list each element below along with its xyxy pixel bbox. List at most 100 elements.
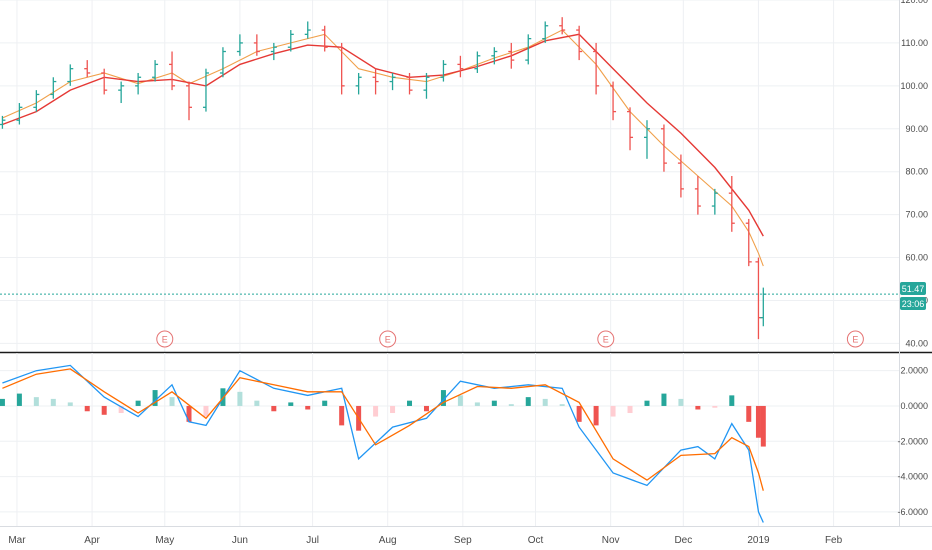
price-tick-label: 110.00: [901, 38, 928, 48]
macd-histogram-bar: [440, 390, 446, 406]
ohlc-bar: [372, 68, 379, 95]
macd-histogram-bar: [474, 402, 480, 406]
macd-histogram-bar: [755, 405, 761, 438]
macd-histogram-bar: [712, 405, 718, 408]
macd-histogram-bar: [152, 390, 158, 406]
ohlc-bar: [321, 25, 328, 52]
ohlc-bar: [169, 51, 176, 91]
time-tick-label: 2019: [747, 535, 770, 546]
macd-histogram-bar: [67, 402, 73, 406]
macd-tick-label: -4.0000: [897, 472, 928, 482]
macd-histogram-bar: [542, 398, 548, 406]
macd-histogram-bar: [407, 400, 413, 406]
macd-histogram-bar: [695, 405, 701, 410]
macd-histogram-bar: [203, 405, 209, 417]
ohlc-bar: [677, 154, 684, 198]
macd-histogram-bar: [729, 395, 735, 406]
ohlc-bar: [542, 21, 549, 43]
ohlc-bar: [118, 81, 125, 104]
macd-lines: [2, 364, 764, 523]
ohlc-bar: [186, 81, 193, 121]
macd-histogram-bar: [271, 405, 277, 412]
time-tick-label: Feb: [825, 535, 843, 546]
macd-histogram-bar: [760, 405, 766, 447]
macd-axis[interactable]: 2.0000 0.0000 -2.0000 -4.0000 -6.0000: [897, 366, 928, 517]
ohlc-bar: [525, 34, 532, 65]
price-tick-label: 90.00: [905, 124, 928, 134]
price-tick-label: 80.00: [905, 167, 928, 177]
macd-histogram-bar: [288, 402, 294, 406]
price-tick-label: 70.00: [905, 210, 928, 220]
ohlc-bar: [508, 42, 515, 69]
ohlc-bar: [593, 42, 600, 95]
price-tick-label: 40.00: [905, 338, 928, 348]
ohlc-bar: [84, 60, 91, 78]
countdown-badge-bg: [900, 297, 926, 310]
earnings-marker: E: [597, 330, 615, 348]
ohlc-bar: [610, 81, 617, 121]
last-price-badge-bg: [900, 282, 926, 295]
earnings-marker-label: E: [603, 335, 609, 345]
ohlc-bar: [0, 115, 6, 129]
earnings-marker-label: E: [385, 335, 391, 345]
ohlc-bar: [270, 42, 277, 61]
time-tick-label: May: [155, 535, 174, 546]
macd-histogram-bar: [33, 397, 39, 406]
time-tick-label: Oct: [528, 535, 544, 546]
macd-histogram-bar: [16, 393, 22, 406]
ohlc-bar: [50, 77, 57, 99]
ohlc-bar: [423, 72, 430, 99]
ohlc-bar: [457, 55, 464, 78]
ohlc-bar: [287, 30, 294, 52]
ohlc-bar: [33, 90, 40, 112]
ohlc-bar: [660, 124, 667, 172]
ohlc-bar: [202, 68, 209, 112]
last-price-badge: 51.47 23:06: [900, 282, 926, 310]
last-price-value: 51.47: [902, 284, 925, 294]
price-tick-label: 100.00: [900, 81, 928, 91]
ohlc-bar: [474, 51, 481, 73]
macd-panel[interactable]: [0, 353, 899, 526]
ohlc-bar: [355, 72, 362, 95]
macd-histogram-bar: [576, 405, 582, 422]
ohlc-bar: [745, 218, 752, 267]
macd-tick-label: 2.0000: [900, 366, 928, 376]
macd-histogram-bar: [50, 398, 56, 406]
macd-histogram-bar: [678, 398, 684, 406]
macd-tick-label: -6.0000: [897, 507, 928, 517]
macd-grid: [0, 353, 899, 526]
macd-histogram-bar: [661, 393, 667, 406]
ohlc-bar: [728, 176, 735, 232]
ohlc-bar: [152, 60, 159, 82]
macd-histogram-bar: [322, 400, 328, 406]
time-axis[interactable]: Mar Apr May Jun Jul Aug Sep Oct Nov Dec 2019 Feb: [8, 535, 842, 546]
macd-histogram-bar: [390, 405, 396, 414]
macd-histogram-bar: [135, 400, 141, 406]
ohlc-bar: [101, 68, 108, 95]
macd-histogram-bar: [186, 405, 192, 422]
macd-histogram-bar: [491, 400, 497, 406]
ohlc-bar: [491, 47, 498, 65]
macd-histogram-bar: [84, 405, 90, 412]
ohlc-bar: [711, 188, 718, 215]
macd-histogram-bar: [339, 405, 345, 426]
time-tick-label: Aug: [379, 535, 397, 546]
price-tick-label: 120.00: [900, 0, 928, 5]
macd-histogram-bar: [101, 405, 107, 415]
ohlc-bar: [559, 17, 566, 35]
macd-tick-label: -2.0000: [897, 436, 928, 446]
earnings-marker: E: [846, 330, 864, 348]
macd-histogram-bar: [0, 398, 5, 406]
macd-histogram-bar: [254, 400, 260, 406]
ohlc-bar: [440, 60, 447, 82]
macd-histogram-bar: [610, 405, 616, 417]
ohlc-bar: [253, 34, 260, 56]
macd-histogram-bar: [373, 405, 379, 417]
earnings-marker-circle: [846, 330, 864, 348]
ohlc-bar: [576, 25, 583, 61]
earnings-marker-circle: [379, 330, 397, 348]
price-tick-label: 60.00: [905, 253, 928, 263]
